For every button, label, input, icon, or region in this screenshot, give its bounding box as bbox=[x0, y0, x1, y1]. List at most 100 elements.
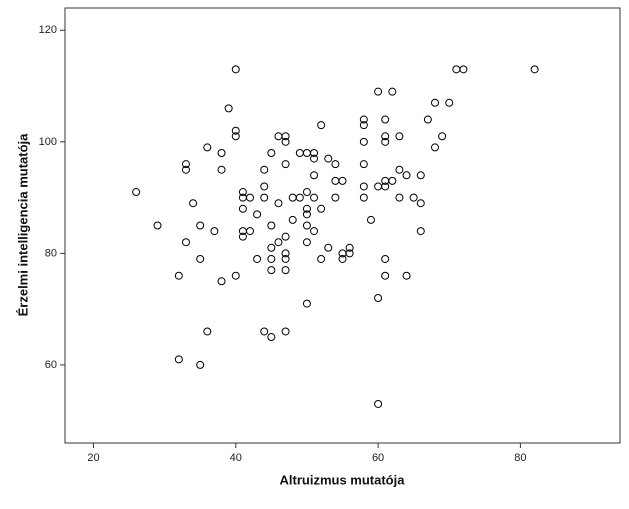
point bbox=[267, 243, 276, 252]
point bbox=[381, 271, 390, 280]
point bbox=[366, 215, 375, 224]
point bbox=[196, 360, 205, 369]
point bbox=[359, 160, 368, 169]
point bbox=[267, 254, 276, 263]
point bbox=[295, 193, 304, 202]
point bbox=[310, 149, 319, 157]
point bbox=[281, 327, 290, 336]
point bbox=[260, 182, 269, 191]
point bbox=[210, 227, 219, 236]
point bbox=[181, 238, 190, 247]
point bbox=[395, 132, 404, 141]
point bbox=[381, 137, 390, 146]
point bbox=[374, 294, 383, 302]
point bbox=[345, 243, 354, 252]
point bbox=[388, 87, 397, 96]
point bbox=[253, 254, 262, 263]
point bbox=[260, 327, 269, 336]
point bbox=[302, 238, 311, 247]
y-tick-label: 120 bbox=[39, 24, 57, 36]
point bbox=[431, 98, 439, 107]
x-tick-label: 20 bbox=[87, 452, 99, 464]
point bbox=[302, 210, 311, 219]
point bbox=[217, 165, 226, 174]
x-axis-title: Altruizmus mutatója bbox=[280, 472, 406, 487]
point bbox=[181, 165, 190, 174]
point bbox=[231, 126, 240, 135]
point bbox=[196, 221, 205, 230]
point bbox=[445, 98, 454, 107]
point bbox=[295, 149, 304, 157]
point bbox=[302, 221, 311, 230]
point bbox=[338, 176, 347, 185]
point bbox=[196, 254, 205, 263]
point bbox=[381, 115, 390, 124]
point bbox=[402, 171, 411, 180]
point bbox=[281, 160, 290, 169]
point bbox=[381, 182, 390, 191]
point bbox=[217, 277, 226, 286]
point bbox=[359, 193, 368, 202]
point bbox=[459, 65, 468, 74]
point bbox=[324, 243, 333, 252]
point bbox=[317, 121, 326, 130]
point bbox=[310, 154, 319, 163]
point bbox=[331, 160, 340, 169]
x-tick-label: 80 bbox=[514, 452, 526, 464]
point bbox=[310, 227, 319, 236]
y-tick-label: 80 bbox=[45, 247, 57, 259]
point bbox=[267, 333, 276, 342]
point bbox=[416, 199, 425, 208]
point bbox=[281, 254, 290, 263]
point bbox=[317, 254, 326, 263]
point bbox=[267, 266, 276, 275]
point bbox=[331, 193, 340, 202]
point bbox=[431, 143, 439, 152]
point bbox=[181, 160, 190, 169]
point bbox=[238, 232, 247, 241]
plot-frame bbox=[64, 7, 621, 444]
point bbox=[381, 254, 390, 263]
point bbox=[132, 188, 141, 197]
point bbox=[395, 193, 404, 202]
point bbox=[217, 149, 226, 157]
point bbox=[359, 182, 368, 191]
point bbox=[310, 193, 319, 202]
point bbox=[274, 132, 283, 141]
point bbox=[374, 399, 383, 408]
point bbox=[416, 171, 425, 180]
point bbox=[530, 65, 539, 74]
point bbox=[324, 154, 333, 163]
y-tick-label: 100 bbox=[39, 136, 57, 148]
point bbox=[302, 188, 311, 197]
point bbox=[174, 355, 183, 364]
point bbox=[388, 176, 397, 185]
point bbox=[302, 149, 311, 157]
point bbox=[359, 121, 368, 130]
point bbox=[203, 143, 212, 152]
point bbox=[302, 299, 311, 308]
point bbox=[395, 165, 404, 174]
point bbox=[317, 204, 326, 213]
point bbox=[246, 193, 254, 202]
point bbox=[281, 137, 290, 146]
point bbox=[281, 266, 290, 275]
point bbox=[253, 210, 262, 219]
x-tick-label: 60 bbox=[372, 452, 384, 464]
point bbox=[281, 249, 290, 258]
point bbox=[260, 193, 269, 202]
point bbox=[281, 232, 290, 241]
point bbox=[246, 227, 254, 236]
point bbox=[359, 137, 368, 146]
point bbox=[302, 204, 311, 213]
y-tick-label: 60 bbox=[45, 359, 57, 371]
point bbox=[288, 215, 297, 224]
point bbox=[416, 227, 425, 236]
point bbox=[238, 188, 247, 197]
point bbox=[238, 204, 247, 213]
point bbox=[345, 249, 354, 258]
point bbox=[402, 271, 411, 280]
point bbox=[203, 327, 212, 336]
